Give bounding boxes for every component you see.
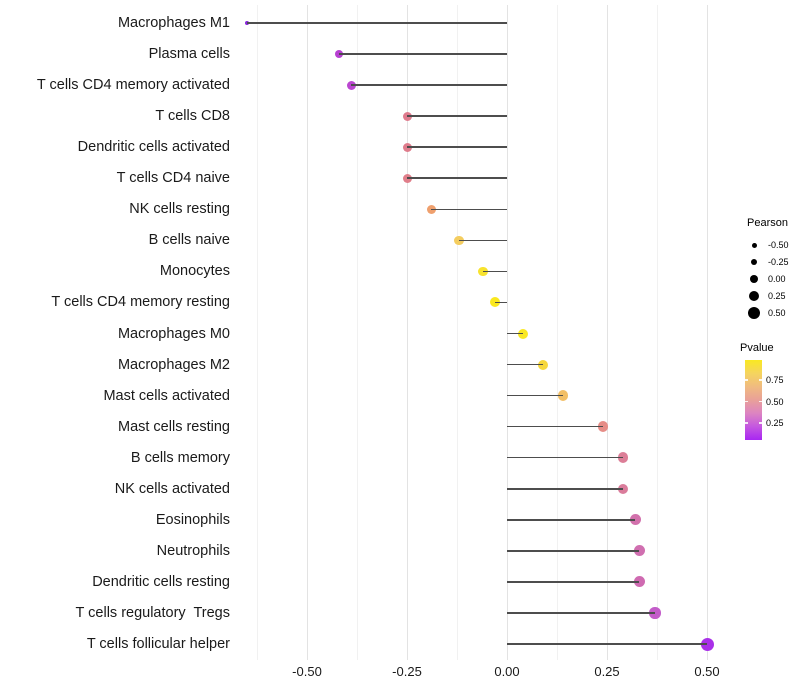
category-label: Macrophages M1 [117, 15, 230, 31]
stem-11 [507, 363, 543, 366]
pvalue-tick-mark [745, 400, 748, 403]
data-point-19 [649, 607, 661, 619]
stem-9 [495, 301, 507, 304]
pearson-legend-label: -0.25 [768, 257, 789, 267]
data-point-15 [617, 483, 629, 494]
category-label: T cells CD4 naive [116, 170, 230, 187]
x-tick-label: -0.50 [292, 664, 322, 679]
category-label: Macrophages M2 [117, 356, 230, 373]
gridline-major [506, 5, 508, 660]
category-label: Dendritic cells activated [77, 139, 230, 156]
stem-19 [507, 612, 655, 614]
pvalue-tick-mark [759, 400, 762, 403]
pearson-legend-dot [749, 274, 759, 284]
pearson-legend-dot [748, 307, 760, 319]
category-label: B cells naive [148, 232, 230, 249]
category-label: NK cells resting [129, 201, 230, 218]
x-tick-label: -0.25 [392, 664, 422, 679]
data-point-10 [518, 328, 528, 339]
pvalue-tick-label: 0.50 [766, 396, 784, 407]
category-label: Plasma cells [148, 46, 230, 63]
pearson-legend-dot [750, 258, 758, 266]
gridline-minor [256, 5, 258, 660]
pvalue-tick-label: 0.25 [766, 418, 784, 428]
stem-4 [407, 146, 507, 148]
data-point-20 [700, 637, 714, 651]
stem-2 [351, 84, 507, 86]
stem-6 [431, 208, 507, 211]
stem-8 [483, 270, 507, 273]
data-point-17 [633, 545, 645, 557]
category-label: T cells CD4 memory resting [51, 294, 230, 311]
category-label: Mast cells resting [117, 418, 230, 435]
stem-10 [507, 332, 523, 335]
x-tick-label: 0.50 [694, 664, 720, 679]
pearson-legend-title: Pearson [747, 217, 788, 229]
category-label: NK cells activated [114, 480, 230, 497]
pearson-legend-label: 0.25 [768, 291, 786, 301]
gridline-minor [656, 5, 658, 660]
category-label: Neutrophils [156, 542, 230, 559]
x-tick-label: 0.00 [494, 664, 520, 679]
category-label: T cells regulatory Tregs [75, 604, 230, 621]
pvalue-tick-label: 0.75 [766, 375, 784, 385]
data-point-14 [617, 452, 629, 463]
data-point-16 [629, 514, 641, 526]
stem-0 [247, 22, 507, 24]
pearson-legend-dot [751, 242, 757, 248]
gridline-major [306, 5, 308, 660]
pearson-legend-label: 0.00 [768, 274, 786, 284]
data-point-18 [633, 576, 645, 588]
stem-18 [507, 581, 639, 583]
category-label: Mast cells activated [103, 387, 230, 404]
category-label: T cells CD4 memory activated [36, 77, 230, 94]
stem-7 [459, 239, 507, 242]
stem-16 [507, 519, 635, 521]
pearson-legend-dot [748, 290, 760, 302]
gridline-minor [456, 5, 458, 660]
category-label: Monocytes [159, 263, 230, 280]
x-tick-label: 0.25 [594, 664, 620, 679]
stem-14 [507, 456, 623, 459]
category-label: Eosinophils [155, 511, 230, 528]
stem-12 [507, 394, 563, 397]
plot-panel [238, 5, 728, 660]
gridline-major [706, 5, 708, 660]
gridline-minor [356, 5, 358, 660]
stem-20 [507, 643, 707, 645]
category-label: B cells memory [130, 449, 230, 466]
pvalue-tick-mark [759, 422, 762, 424]
category-label: T cells CD8 [155, 108, 230, 125]
stem-5 [407, 177, 507, 180]
data-point-13 [597, 421, 609, 432]
pvalue-tick-mark [759, 379, 762, 381]
stem-3 [407, 115, 507, 117]
pearson-legend-label: 0.50 [768, 308, 786, 318]
category-label: T cells follicular helper [86, 636, 230, 652]
stem-15 [507, 487, 623, 490]
stem-17 [507, 550, 639, 552]
gridline-major [406, 5, 408, 660]
stem-13 [507, 425, 603, 428]
pvalue-tick-mark [745, 379, 748, 381]
category-label: Dendritic cells resting [92, 573, 230, 590]
pvalue-colorbar [745, 360, 762, 440]
stem-1 [339, 53, 507, 55]
category-label: Macrophages M0 [117, 325, 230, 342]
pearson-legend-label: -0.50 [768, 240, 789, 250]
gridline-major [606, 5, 608, 660]
gridline-minor [556, 5, 558, 660]
data-point-12 [557, 390, 569, 401]
pvalue-legend-title: Pvalue [740, 342, 774, 354]
pvalue-tick-mark [745, 422, 748, 424]
data-point-11 [538, 359, 548, 370]
